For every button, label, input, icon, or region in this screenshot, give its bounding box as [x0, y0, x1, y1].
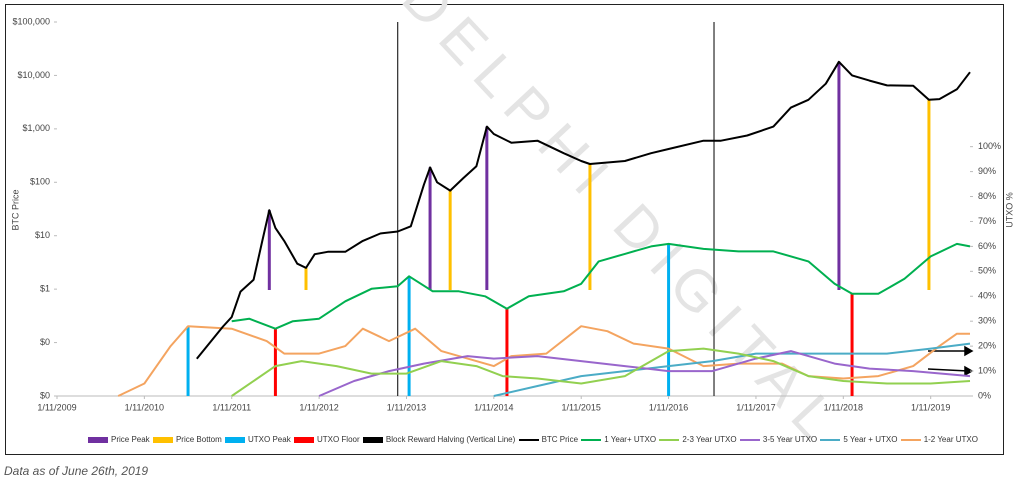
legend: Price Peak Price Bottom UTXO Peak UTXO Floo…	[88, 435, 978, 444]
series-line	[318, 350, 971, 397]
y-tick-label: $1,000	[22, 123, 50, 133]
y2-tick-label: 80%	[978, 191, 996, 201]
x-tick-label: 1/11/2010	[125, 402, 164, 412]
y-tick-label: $100	[30, 177, 50, 187]
legend-label: 1 Year+ UTXO	[604, 435, 657, 444]
y-tick-label: $100,000	[12, 16, 50, 26]
y2-tick-label: 10%	[978, 365, 996, 375]
legend-label: Price Bottom	[175, 435, 222, 444]
legend-item: UTXO Floor	[293, 435, 360, 444]
x-tick-label: 1/11/2019	[911, 402, 950, 412]
legend-label: 1-2 Year UTXO	[923, 435, 978, 444]
legend-label: UTXO Floor	[316, 435, 360, 444]
series-line	[231, 347, 971, 397]
legend-item: 2-3 Year UTXO	[659, 435, 737, 444]
legend-label: Price Peak	[111, 435, 150, 444]
legend-item: Price Bottom	[152, 435, 222, 444]
legend-label: Block Reward Halving (Vertical Line)	[385, 435, 516, 444]
legend-swatch	[225, 436, 246, 443]
x-tick-label: 1/11/2014	[474, 402, 513, 412]
legend-swatch	[581, 438, 602, 441]
y2-tick-label: 20%	[978, 341, 996, 351]
legend-label: 5 Year + UTXO	[843, 435, 898, 444]
y2-tick-label: 30%	[978, 316, 996, 326]
y2-tick-label: 50%	[978, 266, 996, 276]
legend-item: Price Peak	[88, 435, 150, 444]
x-tick-label: 1/11/2013	[387, 402, 426, 412]
legend-item: 5 Year + UTXO	[820, 435, 897, 444]
x-tick-label: 1/11/2015	[562, 402, 601, 412]
y-tick-label: $10	[35, 230, 50, 240]
legend-item: 1-2 Year UTXO	[900, 435, 978, 444]
legend-swatch	[659, 438, 680, 441]
series-line	[117, 325, 970, 397]
series-line	[231, 242, 971, 330]
legend-label: 3-5 Year UTXO	[762, 435, 818, 444]
x-tick-label: 1/11/2012	[299, 402, 338, 412]
y-tick-label: $0	[40, 390, 50, 400]
arrows	[927, 345, 974, 377]
y2-tick-label: 70%	[978, 216, 996, 226]
footer: Data as of June 26th, 2019	[4, 464, 149, 478]
legend-label: UTXO Peak	[248, 435, 291, 444]
legend-swatch	[900, 438, 921, 441]
y-tick-label: $0	[40, 337, 50, 347]
series-line	[196, 60, 971, 360]
legend-item: BTC Price	[518, 435, 579, 444]
legend-item: UTXO Peak	[225, 435, 291, 444]
watermark: DELPHI DIGITAL	[390, 0, 857, 459]
legend-item: 1 Year+ UTXO	[581, 435, 656, 444]
y-tick-label: $10,000	[17, 70, 50, 80]
legend-swatch	[293, 436, 314, 443]
y2-axis-label: UTXO %	[1004, 192, 1014, 228]
legend-swatch	[152, 436, 173, 443]
legend-swatch	[362, 436, 383, 443]
x-tick-label: 1/11/2016	[649, 402, 688, 412]
x-tick-label: 1/11/2009	[37, 402, 76, 412]
legend-label: 2-3 Year UTXO	[682, 435, 737, 444]
y2-tick-label: 100%	[978, 141, 1001, 151]
x-tick-label: 1/11/2018	[824, 402, 863, 412]
legend-swatch	[820, 438, 841, 441]
y2-tick-label: 60%	[978, 241, 996, 251]
y-tick-label: $1	[40, 284, 50, 294]
x-tick-label: 1/11/2017	[736, 402, 775, 412]
chart-frame	[5, 4, 1004, 455]
legend-item: Block Reward Halving (Vertical Line)	[362, 435, 516, 444]
legend-label: BTC Price	[541, 435, 579, 444]
x-tick-label: 1/11/2011	[212, 402, 251, 412]
legend-swatch	[88, 436, 108, 443]
legend-swatch	[518, 438, 539, 441]
series-line	[493, 342, 971, 397]
y2-tick-label: 0%	[978, 390, 991, 400]
y2-tick-label: 40%	[978, 291, 996, 301]
legend-swatch	[739, 438, 760, 441]
legend-item: 3-5 Year UTXO	[739, 435, 818, 444]
y-axis-label: BTC Price	[10, 189, 20, 230]
y2-tick-label: 90%	[978, 166, 996, 176]
